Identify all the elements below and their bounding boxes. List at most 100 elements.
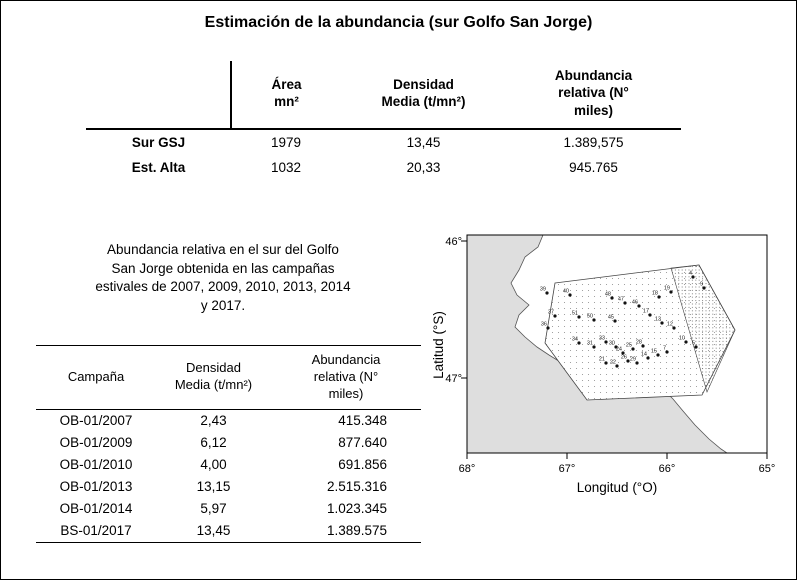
y-tick-46: 46° (445, 236, 462, 248)
station-number: 21 (599, 356, 605, 362)
summary-stub-cell (86, 61, 232, 130)
summary-table: Área mn² Densidad Media (t/mn²) Abundanc… (86, 61, 681, 180)
station-number: 28 (636, 339, 642, 345)
station-dot (615, 364, 619, 368)
station-dot (665, 350, 669, 354)
station-dot (631, 347, 635, 351)
station-dot (592, 345, 596, 349)
table-row: OB-01/2009 6,12 877.640 (36, 432, 421, 454)
map-figure: Latitud (°S) Longitud (°O) 46° 47° 68° 6… (431, 225, 787, 500)
station-dot (626, 359, 630, 363)
station-number: 18 (652, 290, 658, 296)
station-number: 25 (626, 342, 632, 348)
cell-abundance: 877.640 (338, 435, 387, 451)
station-dot (641, 344, 645, 348)
x-tick-66: 66° (659, 463, 676, 475)
station-dot (546, 326, 550, 330)
cell-abundance: 2.515.316 (326, 479, 387, 495)
tick-marks (461, 240, 768, 459)
cell-density: 4,00 (200, 457, 227, 473)
station-dot (660, 321, 664, 325)
cell-density: 20,33 (406, 159, 441, 175)
cell-abundance: 1.023.345 (326, 501, 387, 517)
station-dot (691, 275, 695, 279)
station-dot (702, 286, 706, 290)
summary-col-header-area: Área mn² (231, 61, 341, 130)
station-number: 7 (663, 345, 666, 351)
plot-border (466, 234, 768, 454)
station-number: 34 (572, 336, 578, 342)
x-tick-65: 65° (759, 463, 776, 475)
station-dot (604, 340, 608, 344)
cell-campaign: OB-01/2013 (59, 479, 133, 495)
cell-campaign: BS-01/2017 (60, 523, 132, 539)
table-row: Est. Alta 1032 20,33 945.765 (86, 155, 681, 180)
station-number: 29 (630, 356, 636, 362)
cell-abundance: 1.389,575 (563, 134, 624, 150)
station-dot (613, 319, 617, 323)
table-row: BS-01/2017 13,45 1.389.575 (36, 520, 421, 543)
station-number: 13 (655, 316, 661, 322)
station-number: 12 (667, 321, 673, 327)
station-number: 30 (609, 340, 615, 346)
y-axis-label: Latitud (°S) (431, 311, 446, 379)
station-number: 22 (610, 359, 616, 365)
campaigns-table: Campaña Densidad Media (t/mn²) Abundanci… (36, 345, 421, 543)
station-dot (614, 345, 618, 349)
station-number: 31 (587, 340, 593, 346)
x-axis-label: Longitud (°O) (577, 480, 657, 495)
station-number: 26 (621, 354, 627, 360)
station-number: 50 (587, 313, 593, 319)
table-row: OB-01/2007 2,43 415.348 (36, 409, 421, 432)
station-number: 36 (541, 321, 547, 327)
cell-area: 1979 (270, 134, 302, 150)
station-number: 9 (700, 281, 703, 287)
station-number: 4 (689, 270, 692, 276)
x-tick-68: 68° (459, 463, 476, 475)
summary-col-header-density: Densidad Media (t/mn²) (341, 61, 506, 130)
cell-campaign: OB-01/2009 (59, 435, 133, 451)
table-row: OB-01/2013 13,15 2.515.316 (36, 476, 421, 498)
station-dot (648, 313, 652, 317)
table-row: OB-01/2014 5,97 1.023.345 (36, 498, 421, 520)
station-dot (684, 340, 688, 344)
cell-abundance: 415.348 (338, 413, 387, 429)
cell-abundance: 691.856 (338, 457, 387, 473)
station-dot (672, 326, 676, 330)
map-svg: Latitud (°S) Longitud (°O) 46° 47° 68° 6… (431, 234, 776, 495)
cell-campaign: OB-01/2007 (59, 413, 133, 429)
page-title: Estimación de la abundancia (sur Golfo S… (204, 14, 593, 31)
campaigns-col-header-abundance: Abundancia relativa (N° miles) (271, 345, 421, 410)
station-number: 48 (605, 291, 611, 297)
station-dot (604, 361, 608, 365)
station-number: 17 (643, 308, 649, 314)
station-dot (553, 314, 557, 318)
row-label: Sur GSJ (131, 134, 186, 150)
station-dot (623, 301, 627, 305)
station-number: 51 (572, 310, 578, 316)
summary-col-header-abundance: Abundancia relativa (N° miles) (506, 61, 681, 130)
station-dot (621, 351, 625, 355)
station-number: 19 (664, 285, 670, 291)
cell-density: 2,43 (200, 413, 227, 429)
station-dot (592, 318, 596, 322)
station-dot (637, 304, 641, 308)
cell-density: 13,45 (196, 523, 231, 539)
cell-density: 5,97 (200, 501, 227, 517)
station-dot (577, 315, 581, 319)
campaigns-header-row: Campaña Densidad Media (t/mn²) Abundanci… (36, 345, 421, 410)
station-number: 24 (616, 346, 622, 352)
station-number: 10 (679, 335, 685, 341)
table-row: OB-01/2010 4,00 691.856 (36, 454, 421, 476)
x-tick-67: 67° (559, 463, 576, 475)
cell-density: 13,15 (196, 479, 231, 495)
station-number: 15 (651, 348, 657, 354)
table-row: Sur GSJ 1979 13,45 1.389,575 (86, 129, 681, 155)
cell-campaign: OB-01/2010 (59, 457, 133, 473)
station-number: 33 (599, 335, 605, 341)
survey-subarea-dense (670, 264, 736, 393)
y-tick-47: 47° (445, 373, 462, 385)
station-number: 47 (618, 296, 624, 302)
station-number: 40 (563, 288, 569, 294)
